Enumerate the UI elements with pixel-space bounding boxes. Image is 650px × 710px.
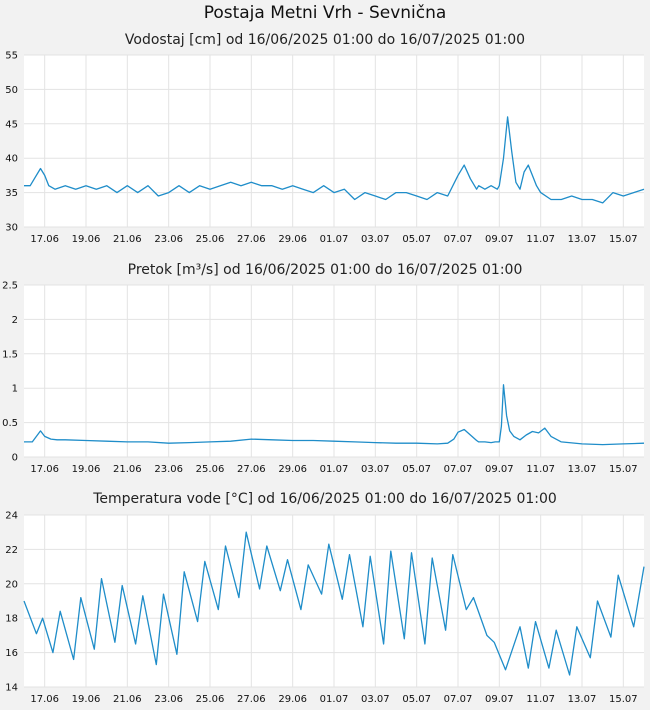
x-tick-label: 01.07	[320, 464, 349, 475]
series-line-water-temperature	[23, 531, 645, 676]
y-tick-label: 0.5	[2, 418, 18, 429]
x-tick-label: 21.06	[113, 234, 142, 245]
x-tick-label: 09.07	[485, 234, 514, 245]
x-tick-label: 23.06	[154, 464, 183, 475]
chart-water-level: 30 35 40 45 50 55 17.06 19.06 21.06 23.06 25.06 27.…	[5, 51, 645, 245]
x-tick-label: 15.07	[609, 234, 638, 245]
y-tick-label: 0	[12, 453, 18, 464]
x-tick-label: 11.07	[526, 464, 555, 475]
x-tick-label: 07.07	[444, 234, 473, 245]
chart-title-water-level: Vodostaj [cm] od 16/06/2025 01:00 do 16/…	[124, 32, 526, 48]
x-tick-label: 21.06	[113, 694, 142, 705]
chart-title-discharge: Pretok [m³/s] od 16/06/2025 01:00 do 16/…	[127, 262, 523, 278]
y-tick-label: 1	[12, 384, 18, 395]
x-tick-label: 27.06	[237, 694, 266, 705]
x-tick-label: 15.07	[609, 464, 638, 475]
x-tick-label: 03.07	[361, 464, 390, 475]
x-tick-label: 25.06	[196, 234, 225, 245]
x-tick-label: 21.06	[113, 464, 142, 475]
y-tick-label: 2.5	[2, 281, 18, 292]
x-tick-label: 19.06	[72, 234, 101, 245]
x-tick-label: 13.07	[568, 694, 597, 705]
page-title: Postaja Metni Vrh - Sevnična	[203, 3, 447, 23]
x-tick-label: 05.07	[402, 234, 431, 245]
x-tick-label: 07.07	[444, 464, 473, 475]
x-tick-label: 01.07	[320, 234, 349, 245]
x-tick-label: 05.07	[402, 694, 431, 705]
y-tick-label: 50	[5, 85, 18, 96]
y-tick-label: 24	[5, 511, 18, 522]
x-tick-label: 15.07	[609, 694, 638, 705]
series-line-discharge	[24, 384, 645, 446]
y-tick-label: 55	[5, 51, 18, 62]
x-tick-label: 03.07	[361, 234, 390, 245]
x-tick-label: 23.06	[154, 694, 183, 705]
x-tick-label: 11.07	[526, 694, 555, 705]
x-tick-label: 25.06	[196, 694, 225, 705]
x-tick-label: 25.06	[196, 464, 225, 475]
y-tick-label: 35	[5, 188, 18, 199]
x-tick-label: 05.07	[402, 464, 431, 475]
x-tick-label: 11.07	[526, 234, 555, 245]
y-tick-label: 40	[5, 154, 18, 165]
chart-water-temperature: 14 16 18 20 22 24 17.06 19.06 21.06 23.06 25.06 27.…	[5, 511, 645, 705]
chart-title-water-temperature: Temperatura vode [°C] od 16/06/2025 01:0…	[93, 491, 557, 507]
y-tick-label: 1.5	[2, 349, 18, 360]
chart-discharge: 0 0.5 1 1.5 2 2.5 17.06 19.06 21.06 23.06 25.06 27.…	[2, 281, 645, 475]
y-tick-label: 2	[12, 315, 18, 326]
x-tick-label: 17.06	[30, 694, 59, 705]
x-tick-label: 29.06	[278, 234, 307, 245]
x-tick-label: 17.06	[30, 464, 59, 475]
y-tick-label: 30	[5, 223, 18, 234]
y-tick-label: 18	[5, 614, 18, 625]
x-tick-label: 13.07	[568, 234, 597, 245]
x-tick-label: 29.06	[278, 464, 307, 475]
x-tick-label: 19.06	[72, 694, 101, 705]
x-tick-label: 23.06	[154, 234, 183, 245]
x-tick-label: 01.07	[320, 694, 349, 705]
y-tick-label: 45	[5, 119, 18, 130]
x-tick-label: 09.07	[485, 694, 514, 705]
y-tick-label: 14	[5, 683, 18, 694]
x-tick-label: 29.06	[278, 694, 307, 705]
x-tick-label: 03.07	[361, 694, 390, 705]
y-tick-label: 20	[5, 579, 18, 590]
x-tick-label: 07.07	[444, 694, 473, 705]
y-tick-label: 16	[5, 648, 18, 659]
x-tick-label: 13.07	[568, 464, 597, 475]
y-tick-label: 22	[5, 545, 18, 556]
x-tick-label: 09.07	[485, 464, 514, 475]
series-line-water-level	[24, 116, 645, 204]
x-tick-label: 19.06	[72, 464, 101, 475]
x-tick-label: 17.06	[30, 234, 59, 245]
x-tick-label: 27.06	[237, 234, 266, 245]
x-tick-label: 27.06	[237, 464, 266, 475]
